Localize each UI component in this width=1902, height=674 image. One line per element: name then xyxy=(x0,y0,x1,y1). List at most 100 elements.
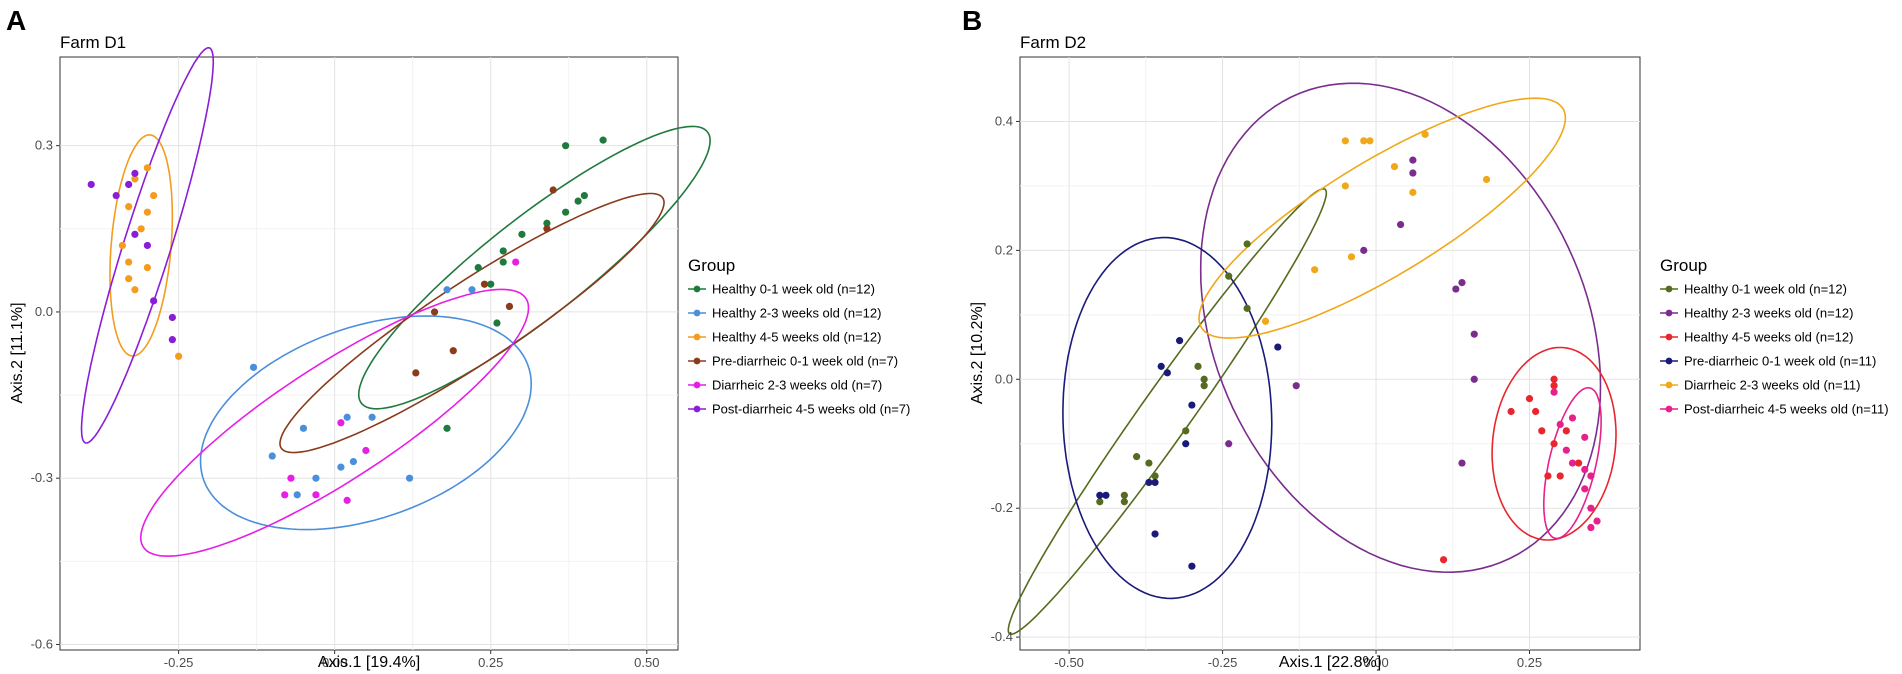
data-point xyxy=(1133,453,1141,461)
confidence-ellipse xyxy=(357,125,711,410)
x-tick-label: -0.25 xyxy=(164,655,194,670)
legend-key-dot xyxy=(693,357,701,365)
data-point xyxy=(1145,459,1153,467)
legend-label: Healthy 2-3 weeks old (n=12) xyxy=(1684,306,1853,321)
data-point xyxy=(1532,407,1540,416)
x-ticks-b: -0.50 -0.25 0.00 0.25 xyxy=(1054,650,1542,670)
data-point xyxy=(349,457,357,466)
points-b xyxy=(1096,130,1601,570)
confidence-ellipse xyxy=(1062,236,1273,600)
data-point xyxy=(574,197,582,205)
data-point xyxy=(1470,330,1478,338)
data-point xyxy=(599,136,607,144)
data-point xyxy=(1182,440,1190,448)
data-point xyxy=(1360,137,1368,145)
data-point xyxy=(1556,420,1564,429)
data-point xyxy=(1562,427,1570,435)
data-point xyxy=(1274,343,1282,351)
data-point xyxy=(443,424,451,432)
data-point xyxy=(1145,478,1153,487)
data-point xyxy=(312,474,320,482)
data-point xyxy=(131,286,139,294)
panel-letter-a: A xyxy=(6,5,26,36)
data-point xyxy=(112,191,120,200)
data-point xyxy=(343,496,351,504)
legend-key-dot xyxy=(1665,405,1673,413)
data-point xyxy=(443,286,451,294)
data-point xyxy=(368,413,376,421)
x-tick-label: -0.25 xyxy=(1208,655,1238,670)
ellipses-b xyxy=(1007,82,1617,636)
data-point xyxy=(1157,362,1165,370)
y-tick-label: -0.4 xyxy=(991,629,1013,644)
data-point xyxy=(87,180,95,189)
data-point xyxy=(1409,169,1417,177)
data-point xyxy=(125,180,133,189)
data-point xyxy=(512,258,520,266)
legend-key-dot xyxy=(693,309,701,317)
data-point xyxy=(299,424,308,432)
data-point xyxy=(337,419,345,427)
y-tick-label: 0.0 xyxy=(35,304,53,319)
data-point xyxy=(1587,504,1595,512)
data-point xyxy=(1151,530,1159,538)
legend-label: Healthy 4-5 weeks old (n=12) xyxy=(1684,330,1853,345)
data-point xyxy=(143,241,151,250)
data-point xyxy=(125,203,133,211)
data-point xyxy=(1556,472,1564,480)
legend-label: Healthy 0-1 week old (n=12) xyxy=(1684,282,1847,297)
data-point xyxy=(150,297,158,305)
data-point xyxy=(131,169,139,177)
data-point xyxy=(1182,427,1190,435)
data-point xyxy=(1409,156,1417,164)
y-tick-label: -0.6 xyxy=(31,636,53,651)
data-point xyxy=(1176,337,1184,345)
confidence-ellipse xyxy=(1007,187,1328,636)
data-point xyxy=(150,191,158,200)
x-tick-label: 0.25 xyxy=(478,655,503,670)
data-point xyxy=(1409,188,1417,196)
y-axis-label-a: Axis.2 [11.1%] xyxy=(9,302,26,403)
data-point xyxy=(137,225,145,233)
chart-a: -0.25 0.00 0.25 0.50 0.3 0.0 -0.3 -0.6 Axis.1 … xyxy=(9,47,711,671)
data-point xyxy=(168,313,176,322)
data-point xyxy=(1593,517,1601,525)
points-a xyxy=(87,136,607,504)
data-point xyxy=(1452,285,1460,293)
legend-key-dot xyxy=(1665,381,1673,389)
x-tick-label: 0.00 xyxy=(1363,655,1388,670)
data-point xyxy=(493,319,501,327)
y-axis-label-b: Axis.2 [10.2%] xyxy=(969,302,986,404)
data-point xyxy=(1200,382,1208,390)
legend-label: Pre-diarrheic 0-1 week old (n=11) xyxy=(1684,354,1876,369)
legend-label: Post-diarrheic 4-5 weeks old (n=11) xyxy=(1684,402,1889,417)
data-point xyxy=(168,336,176,344)
data-point xyxy=(1102,491,1110,499)
confidence-ellipse xyxy=(109,134,174,357)
legend-key-dot xyxy=(693,333,701,341)
data-point xyxy=(1188,401,1196,409)
confidence-ellipse xyxy=(1198,97,1567,339)
legend-a: Group Healthy 0-1 week old (n=12) Healthy… xyxy=(688,256,910,417)
data-point xyxy=(131,175,139,183)
data-point xyxy=(1581,433,1589,441)
plot-title-a: Farm D1 xyxy=(60,33,126,52)
data-point xyxy=(1581,465,1589,474)
legend-key-dot xyxy=(1665,333,1673,341)
data-point xyxy=(1550,375,1558,383)
data-point xyxy=(1421,130,1429,138)
data-point xyxy=(1151,472,1159,480)
data-point xyxy=(1200,375,1208,383)
x-tick-label: 0.25 xyxy=(1517,655,1542,670)
data-point xyxy=(1458,278,1466,287)
data-point xyxy=(1396,220,1405,229)
data-point xyxy=(1390,162,1399,171)
data-point xyxy=(562,142,570,150)
confidence-ellipse xyxy=(1491,346,1617,541)
y-tick-label: 0.3 xyxy=(35,138,53,153)
data-point xyxy=(143,164,151,172)
grid-a xyxy=(60,57,678,650)
x-ticks-a: -0.25 0.00 0.25 0.50 xyxy=(164,650,659,670)
x-axis-label-b: Axis.1 [22.8%] xyxy=(1279,654,1381,671)
plot-area-a xyxy=(59,56,679,651)
